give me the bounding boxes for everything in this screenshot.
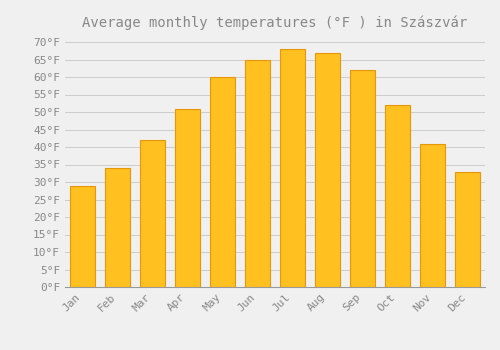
Bar — [176, 108, 200, 287]
Bar — [420, 144, 445, 287]
Bar — [70, 186, 95, 287]
Bar — [385, 105, 410, 287]
Bar — [455, 172, 480, 287]
Bar — [245, 60, 270, 287]
Bar — [316, 52, 340, 287]
Title: Average monthly temperatures (°F ) in Szászvár: Average monthly temperatures (°F ) in Sz… — [82, 15, 468, 30]
Bar — [280, 49, 305, 287]
Bar — [350, 70, 375, 287]
Bar — [140, 140, 165, 287]
Bar — [105, 168, 130, 287]
Bar — [210, 77, 235, 287]
